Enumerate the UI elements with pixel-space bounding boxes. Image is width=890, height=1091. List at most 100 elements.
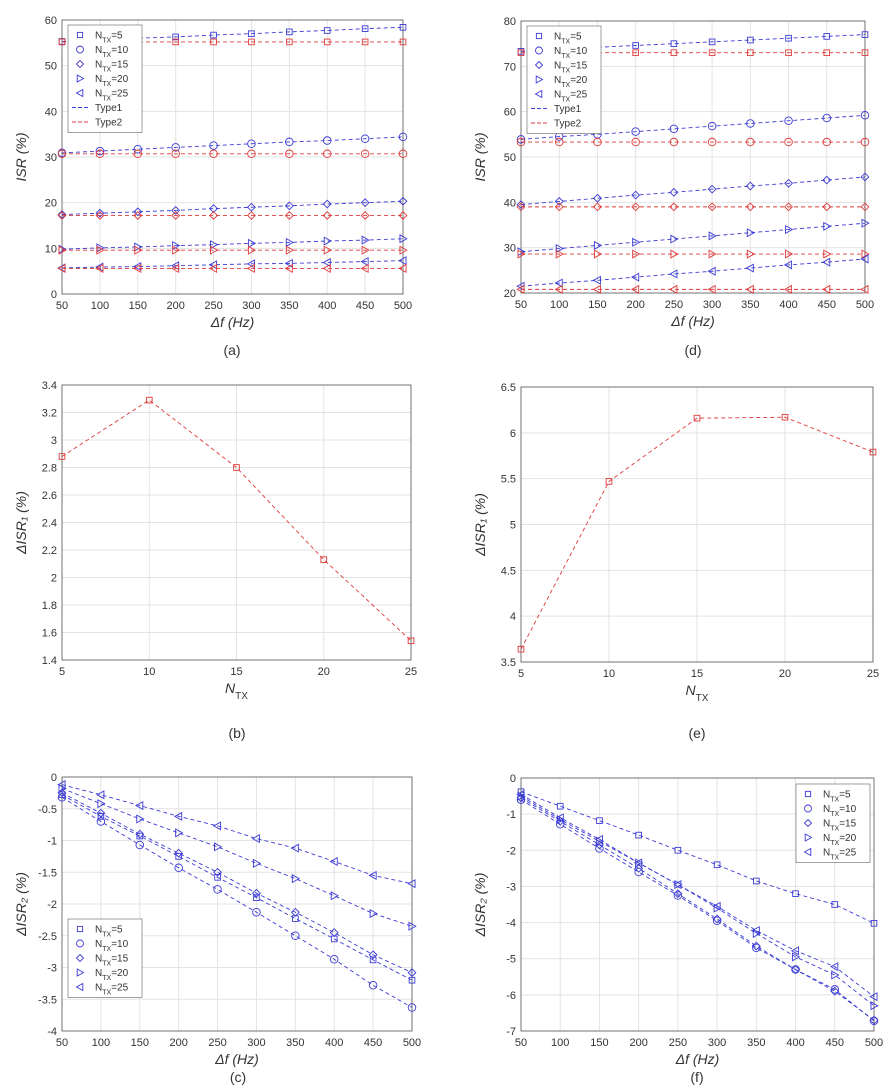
y-tick-label: 6.5 bbox=[501, 382, 516, 394]
x-tick-label: 100 bbox=[91, 300, 109, 312]
data-point-square bbox=[785, 49, 792, 57]
x-tick-label: 400 bbox=[318, 300, 336, 312]
data-point-diamond bbox=[284, 211, 294, 220]
legend-marker-square bbox=[804, 790, 812, 798]
data-point-square bbox=[253, 894, 260, 901]
y-tick-label: 0 bbox=[51, 772, 57, 784]
data-point-triangle-right bbox=[247, 238, 257, 248]
x-tick-label: 5 bbox=[59, 666, 65, 678]
x-axis-label: Δf (Hz) bbox=[210, 314, 255, 330]
x-tick-label: 50 bbox=[515, 1037, 527, 1049]
data-point-triangle-right bbox=[399, 245, 408, 255]
data-point-diamond bbox=[860, 172, 870, 182]
legend-marker-triangle-left bbox=[75, 982, 84, 992]
legend-label: NTX=10 bbox=[95, 939, 129, 953]
y-tick-label: 80 bbox=[504, 16, 516, 28]
legend-label-main: N bbox=[554, 61, 561, 72]
data-point-diamond bbox=[57, 210, 67, 219]
legend-marker-triangle-right bbox=[535, 75, 544, 84]
data-point-diamond bbox=[634, 863, 644, 873]
y-tick-label: 40 bbox=[504, 197, 516, 209]
data-point-diamond bbox=[712, 914, 722, 924]
data-point-circle bbox=[247, 149, 256, 159]
data-point-triangle-left bbox=[368, 870, 377, 880]
legend-label-subscript: TX bbox=[102, 931, 111, 938]
y-tick-label: 1.6 bbox=[42, 628, 57, 640]
legend-label-main: N bbox=[823, 819, 830, 830]
x-tick-label: 450 bbox=[818, 299, 836, 311]
data-point-triangle-right bbox=[330, 891, 339, 901]
data-point-triangle-left bbox=[830, 962, 839, 972]
legend-label-suffix: =25 bbox=[839, 848, 856, 859]
data-point-square bbox=[248, 38, 255, 46]
data-point-triangle-left bbox=[633, 858, 643, 868]
data-point-circle bbox=[784, 116, 793, 125]
data-point-triangle-left bbox=[745, 263, 754, 273]
x-tick-label: 10 bbox=[143, 666, 155, 678]
legend-label-main: N bbox=[95, 954, 102, 965]
data-point-diamond bbox=[869, 1015, 879, 1025]
data-point-diamond bbox=[554, 202, 564, 212]
x-tick-label: 200 bbox=[166, 300, 184, 312]
data-point-square bbox=[210, 31, 217, 39]
data-point-circle bbox=[213, 885, 222, 894]
x-tick-label: 350 bbox=[280, 300, 298, 312]
data-point-circle bbox=[285, 137, 294, 147]
data-point-circle bbox=[322, 149, 332, 159]
legend-label-subscript: TX bbox=[561, 67, 570, 74]
data-point-triangle-left bbox=[707, 284, 716, 294]
data-point-circle bbox=[133, 144, 143, 154]
y-tick-label: 40 bbox=[45, 106, 57, 118]
data-point-circle bbox=[516, 137, 526, 147]
data-point-circle bbox=[329, 954, 339, 964]
data-point-diamond bbox=[830, 986, 840, 996]
data-point-triangle-left bbox=[57, 780, 66, 790]
x-tick-label: 50 bbox=[515, 299, 527, 311]
data-point-circle bbox=[96, 817, 106, 826]
legend-label-subscript: TX bbox=[102, 960, 111, 967]
data-point-triangle-left bbox=[554, 284, 563, 294]
data-point-circle bbox=[712, 916, 722, 926]
y-tick-label: 0 bbox=[510, 773, 516, 785]
x-axis-label: NTX bbox=[686, 682, 709, 704]
y-tick-label: 2.8 bbox=[42, 463, 57, 475]
plot-frame bbox=[520, 777, 875, 1032]
data-point-diamond bbox=[860, 202, 870, 212]
legend-label: NTX=5 bbox=[95, 925, 123, 939]
x-tick-label: 500 bbox=[394, 300, 412, 312]
data-point-diamond bbox=[171, 205, 181, 215]
y-axis-label: ΔISR₁ (%) bbox=[13, 491, 29, 555]
data-point-square bbox=[517, 49, 525, 57]
data-point-circle bbox=[631, 137, 640, 147]
legend-label-subscript: TX bbox=[830, 825, 839, 832]
legend-marker-triangle-right bbox=[804, 833, 813, 842]
x-tick-label: 200 bbox=[169, 1037, 187, 1049]
data-point-square bbox=[831, 901, 839, 908]
chart-panel-b: 5 10 15 20 25 1.4 1.6 1.8 2 2.2 2.4 2.6 2.8 3 3.2 3.4 NT… bbox=[13, 380, 417, 741]
y-tick-label: -4 bbox=[47, 1026, 57, 1038]
data-point-circle bbox=[135, 840, 145, 850]
data-point-square bbox=[693, 414, 701, 422]
legend-marker-square bbox=[535, 32, 543, 40]
y-tick-label: 50 bbox=[45, 61, 57, 73]
y-tick-label: 2 bbox=[51, 573, 57, 585]
data-point-square bbox=[399, 38, 407, 46]
y-tick-label: -1 bbox=[47, 836, 57, 848]
x-tick-label: 500 bbox=[856, 299, 874, 311]
data-point-triangle-left bbox=[407, 879, 416, 889]
data-point-circle bbox=[209, 149, 218, 159]
data-point-diamond bbox=[213, 867, 222, 877]
data-point-square bbox=[632, 49, 639, 57]
data-point-triangle-left bbox=[822, 257, 831, 267]
data-point-triangle-right bbox=[670, 249, 679, 259]
data-point-triangle-right bbox=[172, 245, 181, 255]
data-point-triangle-right bbox=[555, 249, 564, 259]
data-point-circle bbox=[555, 820, 565, 829]
x-tick-label: 150 bbox=[590, 1037, 608, 1049]
y-tick-label: -2 bbox=[47, 899, 57, 911]
legend-label-main: N bbox=[554, 90, 561, 101]
legend-label: NTX=10 bbox=[95, 45, 129, 59]
legend-label-suffix: =5 bbox=[111, 31, 123, 42]
